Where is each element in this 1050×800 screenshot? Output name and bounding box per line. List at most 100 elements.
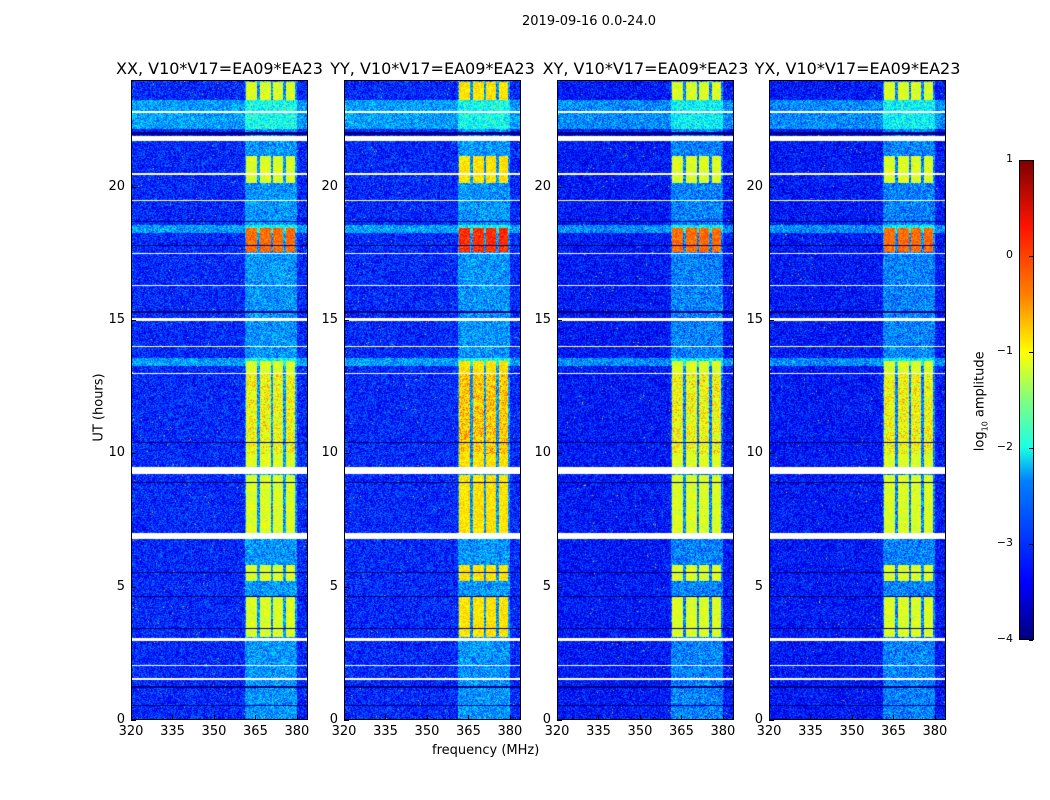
y-axis-label: UT (hours) bbox=[91, 373, 107, 442]
x-tick-label: 365 bbox=[243, 724, 268, 739]
x-tick-mark bbox=[255, 715, 257, 720]
heatmap-canvas bbox=[558, 81, 733, 719]
x-tick-label: 380 bbox=[497, 724, 523, 739]
colorbar-label: log10 amplitude bbox=[973, 346, 990, 456]
x-tick-label: 350 bbox=[201, 724, 227, 739]
colorbar-tick-mark bbox=[1029, 256, 1033, 257]
x-tick-label: 365 bbox=[669, 724, 694, 739]
y-tick-label: 5 bbox=[542, 578, 551, 594]
x-tick-label: 350 bbox=[627, 724, 653, 739]
y-tick-label: 5 bbox=[754, 578, 763, 594]
y-tick-mark bbox=[557, 453, 562, 455]
y-tick-mark bbox=[344, 320, 349, 321]
colorbar-tick-label: −3 bbox=[996, 536, 1013, 549]
y-tick-mark bbox=[557, 186, 562, 188]
y-tick-mark bbox=[769, 320, 774, 321]
x-tick-label: 335 bbox=[798, 724, 823, 739]
y-tick-mark bbox=[344, 586, 349, 588]
y-tick-mark bbox=[769, 453, 774, 455]
colorbar-tick-label: −4 bbox=[996, 632, 1013, 645]
colorbar-tick-label: 1 bbox=[1006, 152, 1013, 165]
y-tick-label: 0 bbox=[542, 712, 551, 727]
x-tick-label: 320 bbox=[331, 724, 357, 739]
heatmap-panel bbox=[557, 80, 734, 720]
colorbar-label-log: log bbox=[972, 431, 988, 452]
heatmap-panel bbox=[131, 80, 308, 720]
heatmap-canvas bbox=[770, 81, 945, 719]
x-tick-mark bbox=[344, 715, 345, 720]
x-tick-mark bbox=[468, 715, 470, 720]
heatmap-canvas bbox=[345, 81, 520, 719]
y-tick-label: 10 bbox=[321, 445, 338, 461]
x-tick-label: 335 bbox=[160, 724, 185, 739]
y-tick-label: 20 bbox=[108, 178, 125, 194]
y-tick-label: 10 bbox=[108, 445, 125, 461]
colorbar-tick-label: −1 bbox=[996, 344, 1013, 357]
y-tick-mark bbox=[769, 186, 774, 188]
colorbar-label-end: amplitude bbox=[972, 351, 988, 422]
x-tick-mark bbox=[934, 715, 936, 720]
y-tick-mark bbox=[769, 720, 774, 721]
colorbar-tick-mark bbox=[1029, 352, 1033, 353]
y-tick-label: 5 bbox=[329, 578, 338, 594]
y-tick-mark bbox=[344, 453, 349, 455]
x-tick-mark bbox=[426, 715, 428, 720]
x-tick-mark bbox=[131, 715, 132, 720]
y-tick-label: 10 bbox=[534, 445, 551, 461]
y-tick-label: 15 bbox=[321, 312, 338, 327]
x-tick-label: 365 bbox=[881, 724, 906, 739]
colorbar-tick-mark bbox=[1029, 544, 1033, 545]
x-tick-mark bbox=[722, 715, 724, 720]
panel-title: YY, V10*V17=EA09*EA23 bbox=[330, 59, 535, 78]
x-tick-mark bbox=[893, 715, 895, 720]
x-tick-mark bbox=[598, 715, 600, 720]
figure-title: 2019-09-16 0.0-24.0 bbox=[522, 14, 656, 29]
x-tick-mark bbox=[296, 715, 298, 720]
x-axis-label: frequency (MHz) bbox=[432, 743, 540, 758]
x-tick-label: 320 bbox=[544, 724, 570, 739]
y-tick-label: 5 bbox=[116, 578, 125, 594]
panel-title: XY, V10*V17=EA09*EA23 bbox=[542, 59, 749, 78]
y-tick-mark bbox=[344, 186, 349, 188]
y-tick-mark bbox=[131, 453, 136, 455]
panel-title: YX, V10*V17=EA09*EA23 bbox=[754, 59, 961, 78]
y-tick-label: 20 bbox=[746, 178, 763, 194]
y-tick-label: 20 bbox=[321, 178, 338, 194]
panel-title: XX, V10*V17=EA09*EA23 bbox=[116, 59, 323, 78]
heatmap-canvas bbox=[132, 81, 307, 719]
x-tick-label: 380 bbox=[284, 724, 310, 739]
y-tick-mark bbox=[131, 186, 136, 188]
y-tick-mark bbox=[131, 320, 136, 321]
x-tick-label: 380 bbox=[922, 724, 948, 739]
y-tick-label: 20 bbox=[534, 178, 551, 194]
y-tick-label: 10 bbox=[746, 445, 763, 461]
y-tick-mark bbox=[131, 586, 136, 588]
y-tick-label: 0 bbox=[329, 712, 338, 727]
y-tick-label: 15 bbox=[534, 312, 551, 327]
colorbar-tick-mark bbox=[1029, 160, 1033, 161]
y-tick-label: 0 bbox=[116, 712, 125, 727]
x-tick-label: 335 bbox=[586, 724, 611, 739]
heatmap-panel bbox=[769, 80, 946, 720]
x-tick-label: 350 bbox=[839, 724, 865, 739]
y-tick-mark bbox=[769, 586, 774, 588]
colorbar-tick-mark bbox=[1029, 640, 1033, 641]
y-tick-mark bbox=[557, 720, 562, 721]
x-tick-mark bbox=[851, 715, 853, 720]
colorbar-tick-mark bbox=[1029, 448, 1033, 449]
y-tick-label: 15 bbox=[108, 312, 125, 327]
x-tick-mark bbox=[557, 715, 558, 720]
x-tick-mark bbox=[385, 715, 387, 720]
colorbar-tick-label: 0 bbox=[1006, 248, 1013, 261]
x-tick-label: 380 bbox=[710, 724, 736, 739]
x-tick-label: 335 bbox=[373, 724, 398, 739]
x-tick-mark bbox=[639, 715, 641, 720]
x-tick-label: 320 bbox=[118, 724, 144, 739]
x-tick-mark bbox=[810, 715, 812, 720]
y-tick-mark bbox=[557, 320, 562, 321]
colorbar-label-sub: 10 bbox=[980, 421, 990, 432]
x-tick-label: 365 bbox=[456, 724, 481, 739]
y-tick-mark bbox=[131, 720, 136, 721]
y-tick-label: 0 bbox=[754, 712, 763, 727]
